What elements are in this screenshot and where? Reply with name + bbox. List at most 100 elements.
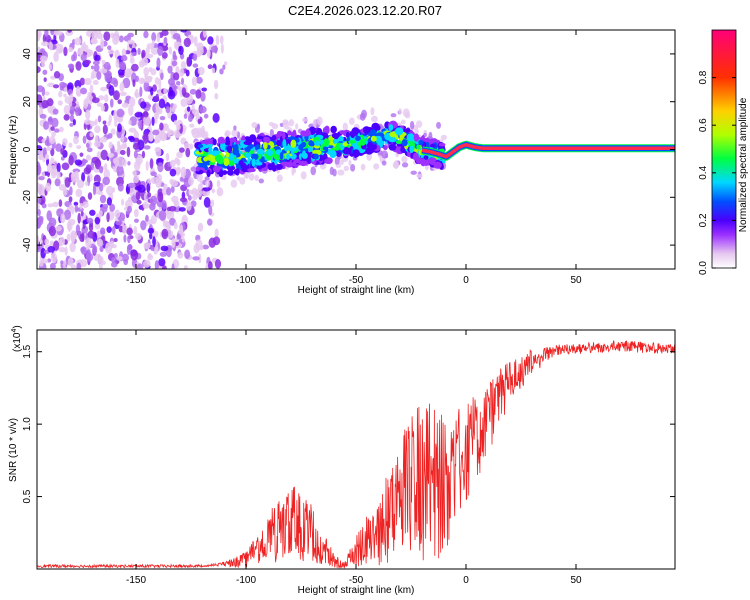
spectral-cell xyxy=(52,201,60,208)
spectral-cell xyxy=(135,191,141,201)
spectral-cell xyxy=(107,132,113,139)
spectral-cell xyxy=(370,135,377,142)
spectral-cell xyxy=(128,120,132,125)
spectral-cell xyxy=(116,164,124,176)
spectral-cell xyxy=(393,160,399,170)
spectral-cell xyxy=(406,133,415,142)
spectral-cell xyxy=(127,135,135,141)
spectral-cell xyxy=(180,98,188,108)
spectral-cell xyxy=(208,204,213,216)
spectral-cell xyxy=(99,245,104,253)
spectral-cell xyxy=(55,143,63,152)
spectral-cell xyxy=(86,217,94,224)
spectral-cell xyxy=(46,163,53,173)
spectral-cell xyxy=(324,158,333,165)
spectral-cell xyxy=(38,176,45,181)
spectral-cell xyxy=(292,129,297,137)
spectral-cell xyxy=(276,139,282,147)
spectrogram-image xyxy=(37,30,675,269)
spectral-cell xyxy=(301,130,310,137)
spectral-cell xyxy=(111,225,116,235)
spectral-cell xyxy=(107,45,112,51)
spectral-cell xyxy=(112,158,118,164)
spectral-cell xyxy=(266,155,272,161)
spectral-cell xyxy=(282,139,287,148)
y-tick-label: 40 xyxy=(22,48,33,60)
spectral-cell xyxy=(339,130,346,135)
spectral-cell xyxy=(48,217,57,227)
spectral-cell xyxy=(173,221,178,230)
spectral-cell xyxy=(192,256,200,261)
spectral-cell xyxy=(158,98,166,109)
spectral-cell xyxy=(258,178,264,184)
spectral-cell xyxy=(183,264,188,269)
spectral-cell xyxy=(176,151,183,159)
spectral-cell xyxy=(70,264,77,269)
spectral-cell xyxy=(77,212,81,224)
spectral-cell xyxy=(83,213,87,220)
spectral-cell xyxy=(292,154,297,159)
spectral-cell xyxy=(76,145,82,150)
spectral-cell xyxy=(154,76,160,85)
spectral-cell xyxy=(263,142,268,150)
spectral-cell xyxy=(37,164,42,175)
spectral-cell xyxy=(440,134,447,141)
spectral-cell xyxy=(163,183,168,190)
spectral-cell xyxy=(355,144,359,150)
spectral-cell xyxy=(155,102,160,110)
spectral-cell xyxy=(212,113,220,123)
spectral-cell xyxy=(114,117,118,128)
spectral-cell xyxy=(154,246,159,252)
spectral-cell xyxy=(212,138,217,146)
spectral-cell xyxy=(113,238,118,243)
spectral-cell xyxy=(129,56,135,64)
spectral-cell xyxy=(64,246,68,256)
colorbar-gradient xyxy=(711,29,737,269)
spectral-cell xyxy=(148,131,154,142)
spectral-cell xyxy=(112,35,119,45)
spectral-cell xyxy=(230,179,238,188)
spectral-cell xyxy=(191,76,198,86)
spectral-cell xyxy=(194,188,203,198)
spectral-cell xyxy=(52,108,59,115)
spectral-cell xyxy=(102,176,111,186)
spectral-cell xyxy=(342,122,348,132)
spectral-cell xyxy=(163,88,168,95)
spectral-cell xyxy=(269,128,274,138)
spectral-cell xyxy=(47,246,56,253)
spectral-cell xyxy=(50,126,55,131)
spectral-cell xyxy=(335,163,342,169)
spectral-cell xyxy=(202,244,210,250)
spectral-cell xyxy=(109,77,118,85)
spectral-cell xyxy=(226,145,233,153)
spectral-cell xyxy=(178,45,184,56)
spectral-cell xyxy=(58,247,66,253)
spectral-cell xyxy=(80,52,87,62)
spectral-cell xyxy=(345,131,350,139)
spectral-cell xyxy=(60,148,65,156)
spectral-cell xyxy=(100,104,105,112)
spectral-cell xyxy=(133,218,139,223)
spectral-cell xyxy=(74,37,82,46)
spectral-cell xyxy=(349,132,356,137)
spectral-cell xyxy=(131,72,137,84)
spectral-cell xyxy=(287,130,292,136)
spectral-cell xyxy=(208,261,213,269)
spectral-cell xyxy=(147,76,153,83)
spectral-cell xyxy=(121,48,127,58)
spectral-cell xyxy=(127,161,131,166)
spectral-cell xyxy=(160,72,164,81)
spectral-cell xyxy=(53,128,60,133)
spectral-cell xyxy=(127,235,131,244)
spectral-cell xyxy=(99,136,108,143)
spectral-cell xyxy=(313,153,319,160)
spectral-cell xyxy=(117,99,122,105)
spectral-cell xyxy=(161,30,169,36)
spectral-cell xyxy=(177,84,181,91)
x-tick-label: 0 xyxy=(463,575,469,586)
spectral-cell xyxy=(415,120,423,128)
spectral-cell xyxy=(127,182,136,189)
spectral-cell xyxy=(251,122,258,129)
spectral-cell xyxy=(355,135,361,141)
spectral-cell xyxy=(314,140,321,146)
